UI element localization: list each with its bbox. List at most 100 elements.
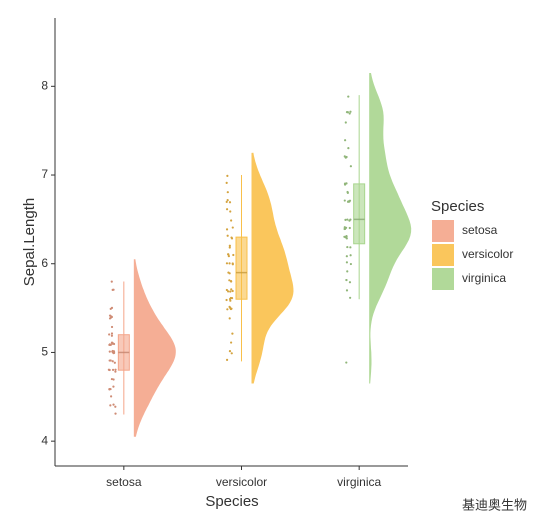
point: [109, 395, 113, 398]
point: [231, 262, 234, 265]
point: [349, 262, 352, 266]
point: [229, 307, 233, 311]
point: [347, 146, 350, 150]
point: [225, 208, 229, 211]
density: [251, 152, 294, 384]
point: [230, 352, 233, 355]
point: [109, 359, 112, 362]
point: [345, 278, 348, 282]
point: [229, 290, 232, 293]
point: [228, 350, 232, 353]
point: [228, 262, 231, 265]
point: [225, 262, 229, 265]
point: [347, 200, 350, 203]
point: [345, 261, 348, 264]
point: [228, 246, 231, 249]
point: [225, 298, 228, 302]
point: [230, 341, 233, 344]
point: [112, 403, 115, 406]
density: [369, 73, 412, 384]
point: [225, 181, 228, 184]
y-tick-label: 8: [41, 78, 48, 92]
point: [345, 289, 349, 292]
point: [114, 412, 117, 415]
y-tick-label: 5: [41, 345, 48, 359]
point: [112, 378, 115, 381]
y-tick-label: 6: [41, 256, 48, 270]
point: [227, 253, 230, 256]
point: [347, 95, 350, 98]
point: [109, 343, 112, 347]
point: [230, 288, 233, 291]
point: [228, 244, 231, 247]
point: [230, 237, 234, 240]
point: [109, 404, 112, 407]
point: [111, 351, 115, 354]
y-tick-label: 4: [41, 433, 48, 447]
point: [226, 191, 229, 194]
point: [346, 111, 350, 114]
legend-label: setosa: [462, 223, 498, 237]
point: [226, 199, 229, 202]
point: [111, 360, 114, 363]
point: [346, 218, 349, 221]
point: [344, 139, 347, 142]
point: [349, 246, 352, 249]
point: [114, 405, 117, 408]
point: [229, 280, 233, 283]
point: [345, 361, 348, 364]
point: [225, 228, 229, 231]
point: [228, 297, 232, 301]
point: [112, 385, 115, 388]
point: [108, 317, 112, 320]
point: [225, 200, 228, 204]
point: [349, 296, 352, 299]
point: [345, 255, 348, 258]
point: [226, 174, 229, 178]
point: [343, 199, 346, 202]
point: [225, 288, 228, 292]
point: [107, 368, 110, 371]
x-tick-label: versicolor: [216, 475, 267, 489]
point: [343, 227, 347, 230]
point: [228, 317, 231, 320]
box: [235, 236, 248, 300]
point: [343, 182, 347, 185]
density: [133, 259, 176, 437]
x-tick-label: virginica: [337, 475, 381, 489]
point: [349, 110, 352, 113]
point: [109, 307, 112, 310]
point: [110, 332, 114, 335]
point: [346, 245, 349, 249]
point: [348, 281, 352, 284]
point: [229, 210, 232, 213]
point: [110, 280, 113, 283]
point: [345, 237, 348, 240]
point: [230, 219, 233, 222]
point: [231, 226, 234, 229]
legend-title: Species: [431, 198, 484, 215]
point: [343, 235, 346, 238]
point: [348, 219, 351, 222]
point: [346, 191, 349, 194]
watermark: 基迪奥生物: [462, 497, 527, 512]
x-axis-title: Species: [205, 493, 258, 510]
point: [226, 234, 229, 237]
legend-swatch: [432, 220, 454, 242]
legend-label: virginica: [462, 271, 506, 285]
point: [111, 368, 115, 371]
point: [228, 305, 231, 308]
point: [110, 377, 114, 381]
point: [108, 350, 111, 353]
point: [114, 368, 117, 371]
legend-label: versicolor: [462, 247, 513, 261]
point: [225, 358, 229, 361]
point: [111, 288, 114, 291]
point: [348, 226, 351, 230]
point: [231, 289, 234, 293]
point: [231, 332, 234, 335]
point: [344, 121, 347, 124]
point: [229, 299, 232, 302]
point: [108, 333, 111, 336]
point: [110, 325, 114, 329]
